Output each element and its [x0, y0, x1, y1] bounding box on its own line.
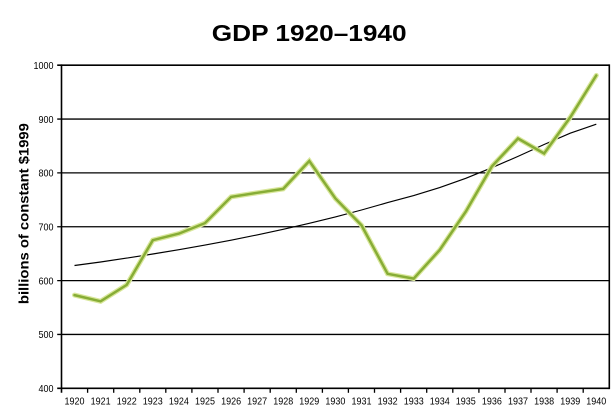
svg-text:700: 700	[39, 221, 54, 233]
svg-text:1932: 1932	[378, 396, 398, 408]
svg-text:800: 800	[39, 168, 54, 180]
svg-text:900: 900	[39, 114, 54, 126]
svg-text:1931: 1931	[352, 396, 372, 408]
svg-text:1922: 1922	[117, 396, 137, 408]
svg-text:1930: 1930	[325, 396, 345, 408]
svg-text:billions of constant $1999: billions of constant $1999	[17, 123, 32, 304]
svg-text:1934: 1934	[430, 396, 450, 408]
svg-text:1926: 1926	[221, 396, 241, 408]
svg-text:1923: 1923	[143, 396, 163, 408]
svg-text:1928: 1928	[273, 396, 293, 408]
svg-text:1925: 1925	[195, 396, 215, 408]
svg-text:1936: 1936	[482, 396, 502, 408]
svg-text:1939: 1939	[560, 396, 580, 408]
svg-text:1927: 1927	[247, 396, 267, 408]
svg-text:1924: 1924	[169, 396, 189, 408]
svg-text:1937: 1937	[508, 396, 528, 408]
svg-text:GDP 1920–1940: GDP 1920–1940	[212, 20, 407, 46]
svg-text:1000: 1000	[34, 60, 54, 72]
svg-text:1929: 1929	[299, 396, 319, 408]
svg-text:400: 400	[39, 383, 54, 395]
svg-text:1933: 1933	[404, 396, 424, 408]
svg-text:1921: 1921	[91, 396, 111, 408]
svg-text:1935: 1935	[456, 396, 476, 408]
svg-text:500: 500	[39, 329, 54, 341]
svg-text:1920: 1920	[65, 396, 85, 408]
svg-text:1940: 1940	[586, 396, 606, 408]
svg-text:1938: 1938	[534, 396, 554, 408]
svg-text:600: 600	[39, 275, 54, 287]
